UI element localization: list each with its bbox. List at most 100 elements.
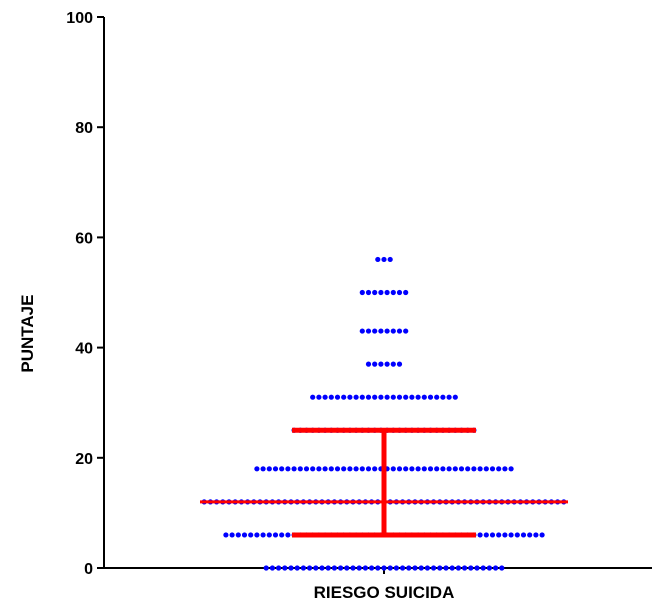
- data-point: [390, 394, 396, 400]
- data-point: [279, 466, 285, 472]
- data-point: [427, 466, 434, 472]
- data-point: [508, 532, 514, 538]
- data-point: [353, 466, 359, 472]
- y-tick-label: 20: [75, 451, 93, 468]
- data-point: [331, 565, 337, 571]
- data-point: [483, 532, 489, 538]
- data-point: [372, 289, 378, 296]
- data-point: [480, 565, 486, 571]
- data-point: [365, 328, 372, 334]
- data-point: [437, 565, 443, 571]
- data-point: [272, 466, 279, 472]
- data-point: [384, 289, 390, 296]
- data-point: [316, 394, 322, 400]
- data-point: [303, 466, 310, 472]
- data-point: [400, 565, 406, 571]
- data-point: [365, 394, 372, 400]
- data-point: [403, 328, 409, 334]
- summary-bars: [200, 427, 568, 538]
- data-point: [279, 532, 285, 538]
- data-point: [254, 532, 260, 538]
- data-point: [455, 565, 461, 571]
- data-point: [502, 466, 508, 472]
- data-point: [328, 466, 334, 472]
- data-point: [260, 532, 266, 538]
- x-category-label: RIESGO SUICIDA: [314, 583, 455, 602]
- data-point: [362, 565, 368, 571]
- data-point: [285, 532, 291, 538]
- data-point: [322, 394, 328, 400]
- data-point: [384, 361, 390, 367]
- data-point: [483, 466, 489, 472]
- data-point: [359, 394, 365, 400]
- data-point: [424, 565, 430, 571]
- data-point: [241, 532, 248, 538]
- data-point: [359, 289, 365, 296]
- data-point: [403, 466, 409, 472]
- data-point: [387, 256, 393, 263]
- data-point: [443, 565, 449, 571]
- data-point: [446, 466, 452, 472]
- y-axis-title: PUNTAJE: [18, 295, 37, 373]
- data-point: [381, 565, 387, 571]
- data-point: [378, 394, 384, 400]
- data-point: [502, 532, 508, 538]
- data-point: [396, 361, 403, 367]
- data-point: [471, 466, 477, 472]
- data-point: [390, 361, 396, 367]
- y-axis: 0 20 40 60 80 100: [66, 10, 105, 578]
- data-point: [415, 466, 421, 472]
- data-point: [310, 394, 316, 400]
- data-point: [409, 466, 415, 472]
- y-tick-label: 0: [84, 561, 93, 578]
- data-point: [514, 532, 520, 538]
- data-point: [372, 394, 378, 400]
- data-point: [378, 289, 384, 296]
- data-point: [313, 565, 319, 571]
- data-point: [409, 394, 415, 400]
- data-point: [403, 289, 409, 296]
- data-point: [452, 394, 458, 400]
- data-point: [384, 394, 390, 400]
- data-point: [347, 466, 353, 472]
- data-point: [372, 466, 378, 472]
- data-point: [381, 256, 387, 263]
- data-point: [310, 466, 316, 472]
- data-point: [372, 328, 378, 334]
- data-point: [533, 532, 539, 538]
- data-point: [452, 466, 458, 472]
- data-point: [272, 532, 279, 538]
- data-point: [415, 394, 421, 400]
- data-point: [465, 466, 471, 472]
- data-point: [403, 394, 409, 400]
- y-tick-label: 100: [66, 10, 93, 27]
- data-point: [341, 394, 347, 400]
- data-point: [434, 466, 440, 472]
- data-point: [235, 532, 241, 538]
- data-point: [539, 532, 545, 538]
- y-tick-label: 60: [75, 230, 93, 247]
- data-point: [384, 328, 390, 334]
- data-point: [486, 565, 492, 571]
- data-point: [431, 565, 437, 571]
- data-point: [334, 394, 341, 400]
- data-point: [282, 565, 288, 571]
- data-point: [375, 256, 381, 263]
- data-point: [276, 565, 282, 571]
- data-point: [291, 466, 297, 472]
- data-point: [353, 394, 359, 400]
- data-point: [316, 466, 322, 472]
- data-point: [527, 532, 533, 538]
- data-point: [387, 565, 393, 571]
- data-point: [421, 394, 427, 400]
- data-point: [365, 289, 372, 296]
- data-point: [477, 466, 483, 472]
- data-point: [496, 532, 502, 538]
- data-point: [446, 394, 452, 400]
- data-point: [477, 532, 483, 538]
- data-point: [260, 466, 266, 472]
- y-tick-label: 80: [75, 120, 93, 137]
- data-point: [489, 532, 496, 538]
- data-point: [427, 394, 434, 400]
